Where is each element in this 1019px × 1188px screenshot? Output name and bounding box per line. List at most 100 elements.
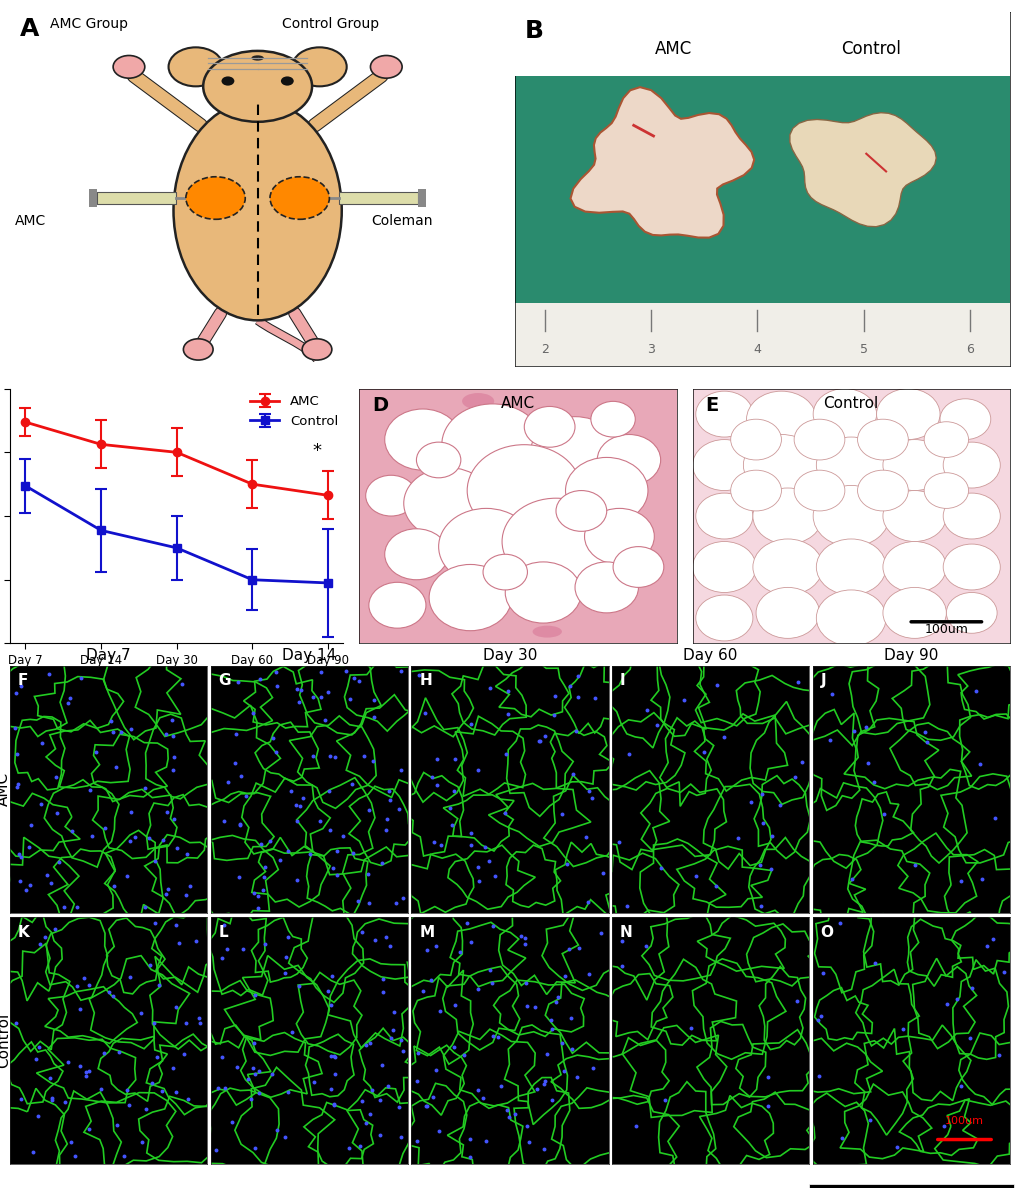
Title: Day 60: Day 60: [683, 649, 737, 663]
Circle shape: [416, 442, 461, 478]
Point: [390, 1098, 407, 1117]
Point: [56, 897, 72, 916]
Circle shape: [794, 470, 844, 511]
Point: [373, 1055, 389, 1074]
Point: [527, 997, 543, 1016]
Circle shape: [815, 590, 886, 646]
Point: [323, 1047, 339, 1066]
Y-axis label: AMC: AMC: [0, 772, 11, 807]
Point: [245, 1059, 261, 1078]
Point: [463, 933, 479, 952]
Point: [360, 893, 376, 912]
Circle shape: [221, 76, 234, 86]
Point: [358, 1036, 374, 1055]
Point: [478, 1131, 494, 1150]
Point: [866, 954, 882, 973]
Point: [84, 827, 100, 846]
Point: [78, 1063, 95, 1082]
Circle shape: [882, 491, 946, 542]
Point: [11, 872, 28, 891]
Point: [470, 858, 486, 877]
Point: [683, 1018, 699, 1037]
Circle shape: [812, 486, 889, 546]
Point: [250, 886, 266, 905]
Point: [101, 982, 117, 1001]
Point: [952, 871, 968, 890]
Circle shape: [183, 339, 213, 360]
Point: [106, 877, 122, 896]
Point: [326, 1064, 342, 1083]
Point: [653, 859, 669, 878]
Circle shape: [113, 56, 145, 78]
Circle shape: [292, 48, 346, 87]
Point: [459, 914, 475, 933]
Point: [33, 795, 49, 814]
Point: [415, 981, 431, 1000]
Point: [327, 747, 343, 766]
Point: [313, 662, 329, 681]
Point: [381, 790, 397, 809]
Point: [345, 668, 362, 687]
Point: [290, 693, 307, 712]
Point: [489, 1028, 505, 1047]
Point: [10, 775, 26, 794]
Point: [762, 827, 779, 846]
Circle shape: [943, 544, 1000, 590]
Circle shape: [857, 419, 907, 460]
Point: [506, 1105, 523, 1124]
Point: [394, 889, 411, 908]
Point: [409, 1072, 425, 1091]
Point: [13, 1089, 30, 1108]
Point: [409, 1131, 425, 1150]
Text: D: D: [372, 397, 388, 416]
Point: [317, 710, 333, 729]
Point: [147, 914, 163, 933]
Point: [810, 1066, 826, 1085]
Point: [215, 916, 231, 935]
Point: [432, 1001, 448, 1020]
Point: [656, 1091, 673, 1110]
Text: Control: Control: [822, 397, 878, 411]
Point: [41, 664, 57, 683]
Text: H: H: [419, 674, 432, 688]
Circle shape: [743, 435, 818, 495]
Circle shape: [815, 539, 886, 595]
Point: [146, 1015, 162, 1034]
Point: [127, 827, 144, 846]
Point: [313, 688, 329, 707]
Point: [328, 842, 344, 861]
Point: [251, 1083, 267, 1102]
Circle shape: [168, 48, 223, 87]
Text: L: L: [218, 924, 228, 940]
Text: M: M: [419, 924, 434, 940]
Point: [419, 1097, 435, 1116]
Circle shape: [565, 457, 647, 524]
Text: O: O: [820, 924, 833, 940]
Point: [471, 872, 487, 891]
Point: [72, 669, 89, 688]
Point: [486, 867, 502, 886]
Point: [231, 816, 248, 835]
Point: [59, 1053, 75, 1072]
Text: 100um: 100um: [944, 1116, 983, 1126]
Point: [191, 1009, 207, 1028]
Point: [500, 1108, 517, 1127]
Point: [71, 1056, 88, 1075]
Point: [169, 839, 185, 858]
Point: [546, 687, 562, 706]
Point: [823, 685, 840, 704]
Ellipse shape: [493, 436, 514, 451]
Point: [57, 1093, 73, 1112]
Point: [31, 1037, 47, 1056]
Point: [559, 940, 576, 959]
Point: [580, 963, 596, 982]
Point: [32, 935, 48, 954]
Point: [157, 725, 173, 744]
Point: [742, 792, 758, 811]
Point: [419, 940, 435, 959]
Point: [793, 752, 809, 771]
Point: [715, 727, 732, 746]
Point: [445, 782, 462, 801]
Point: [118, 1081, 135, 1100]
Polygon shape: [789, 113, 935, 227]
